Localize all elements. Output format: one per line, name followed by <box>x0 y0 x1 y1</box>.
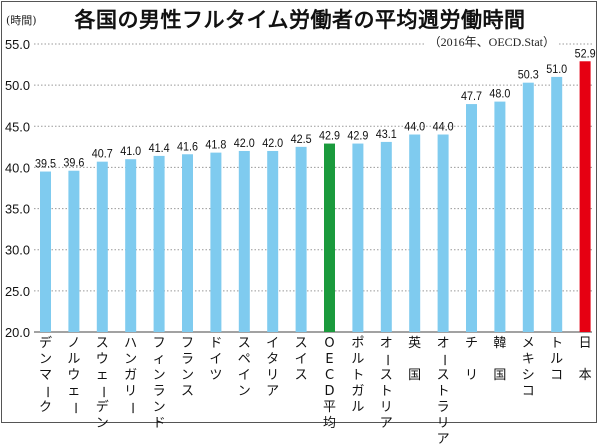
value-label: 40.7 <box>92 147 113 161</box>
x-tick-label: スペイン <box>237 336 251 399</box>
value-label: 50.3 <box>518 68 539 82</box>
bar-15 <box>466 104 477 332</box>
value-label: 41.8 <box>205 138 226 152</box>
bar-3 <box>125 159 137 332</box>
x-tick-label: 英 国 <box>408 336 422 383</box>
x-tick-label: ドイツ <box>209 336 223 383</box>
value-label: 41.0 <box>120 144 141 158</box>
bar-17 <box>522 82 534 332</box>
x-tick-label: ポルトガル <box>351 336 365 415</box>
x-tick-label: オーストラリア <box>436 336 452 447</box>
bar-13 <box>409 134 421 332</box>
bar-0 <box>40 171 51 332</box>
value-label: 43.1 <box>376 127 397 141</box>
y-tick-label: 55.0 <box>5 37 30 52</box>
x-tick-label: ハンガリー <box>123 336 139 415</box>
x-tick-label: 韓 国 <box>493 336 507 383</box>
value-label: 47.7 <box>461 89 482 103</box>
bar-12 <box>380 141 392 332</box>
bar-4 <box>153 155 165 332</box>
value-label: 42.9 <box>347 129 368 143</box>
bar-14 <box>437 134 449 332</box>
y-tick-label: 30.0 <box>5 243 30 258</box>
x-tick-label: メキシコ <box>521 336 535 399</box>
value-label: 44.0 <box>404 120 425 134</box>
bar-6 <box>210 152 222 332</box>
x-tick-label: オーストリア <box>379 336 395 431</box>
value-label: 42.9 <box>319 129 340 143</box>
value-label: 42.0 <box>262 136 283 150</box>
y-tick-label: 20.0 <box>5 325 30 340</box>
chart-title: 各国の男性フルタイム労働者の平均週労働時間 <box>74 8 526 32</box>
x-tick-label: ノルウェー <box>66 336 82 415</box>
value-label: 39.5 <box>35 157 56 171</box>
bar-10 <box>324 143 335 332</box>
bar-chart: 20.0 25.0 30.0 35.0 40.0 45.0 50.0 55.0 39.5 39.6… <box>5 37 596 340</box>
x-tick-label: イタリア <box>266 336 280 399</box>
y-tick-label: 45.0 <box>5 119 30 134</box>
value-label: 52.9 <box>575 46 596 60</box>
value-label: 48.0 <box>489 87 510 101</box>
value-label: 41.4 <box>149 141 170 155</box>
chart-source-note: （2016年、OECD.Stat） <box>425 33 558 50</box>
bar-16 <box>494 101 506 332</box>
bar-7 <box>238 150 250 332</box>
y-axis-unit-label: (時間) <box>6 14 37 27</box>
x-tick-label: チ リ <box>464 336 478 383</box>
value-label: 42.5 <box>291 132 312 146</box>
y-tick-label: 50.0 <box>5 78 30 93</box>
value-label: 39.6 <box>63 156 84 170</box>
x-tick-label: フィンランド <box>152 336 166 431</box>
x-tick-label: フランス <box>180 336 194 399</box>
bar-2 <box>96 161 108 332</box>
x-tick-label: スイス <box>294 336 308 383</box>
bar-9 <box>295 146 307 332</box>
bar-18 <box>551 76 563 333</box>
x-tick-label: トルコ <box>550 336 564 383</box>
value-label: 44.0 <box>433 120 454 134</box>
y-tick-label: 25.0 <box>5 284 30 299</box>
value-label: 41.6 <box>177 139 198 153</box>
value-label: 42.0 <box>234 136 255 150</box>
x-tick-label: スウェーデン <box>95 336 111 431</box>
y-tick-label: 40.0 <box>5 160 30 175</box>
x-tick-label: 日 本 <box>578 336 592 383</box>
bar-8 <box>267 150 279 332</box>
value-label: 51.0 <box>546 62 567 76</box>
bar-1 <box>68 170 80 332</box>
bar-11 <box>352 143 364 332</box>
bar-19 <box>579 61 591 332</box>
bar-5 <box>182 154 193 332</box>
y-tick-label: 35.0 <box>5 202 30 217</box>
x-tick-label: デンマーク <box>38 336 54 415</box>
